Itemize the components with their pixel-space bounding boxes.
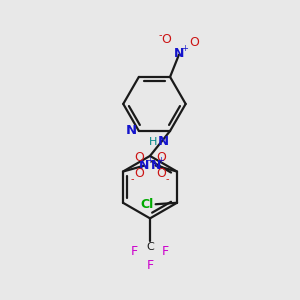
Text: N: N: [174, 46, 184, 60]
Text: N: N: [150, 159, 161, 172]
Text: -: -: [131, 174, 134, 184]
Text: O: O: [189, 36, 199, 49]
Text: N: N: [158, 136, 169, 148]
Text: O: O: [162, 33, 171, 46]
Text: O: O: [134, 151, 144, 164]
Text: F: F: [162, 244, 169, 258]
Text: C: C: [146, 242, 154, 252]
Text: F: F: [131, 244, 138, 258]
Text: O: O: [134, 167, 144, 180]
Text: -: -: [158, 30, 162, 40]
Text: +: +: [146, 156, 153, 165]
Text: N: N: [139, 159, 150, 172]
Text: N: N: [126, 124, 137, 137]
Text: +: +: [158, 156, 164, 165]
Text: O: O: [156, 167, 166, 180]
Text: Cl: Cl: [140, 198, 153, 211]
Text: +: +: [181, 44, 188, 52]
Text: F: F: [146, 260, 154, 272]
Text: O: O: [156, 151, 166, 164]
Text: H: H: [149, 137, 158, 147]
Text: -: -: [166, 174, 169, 184]
